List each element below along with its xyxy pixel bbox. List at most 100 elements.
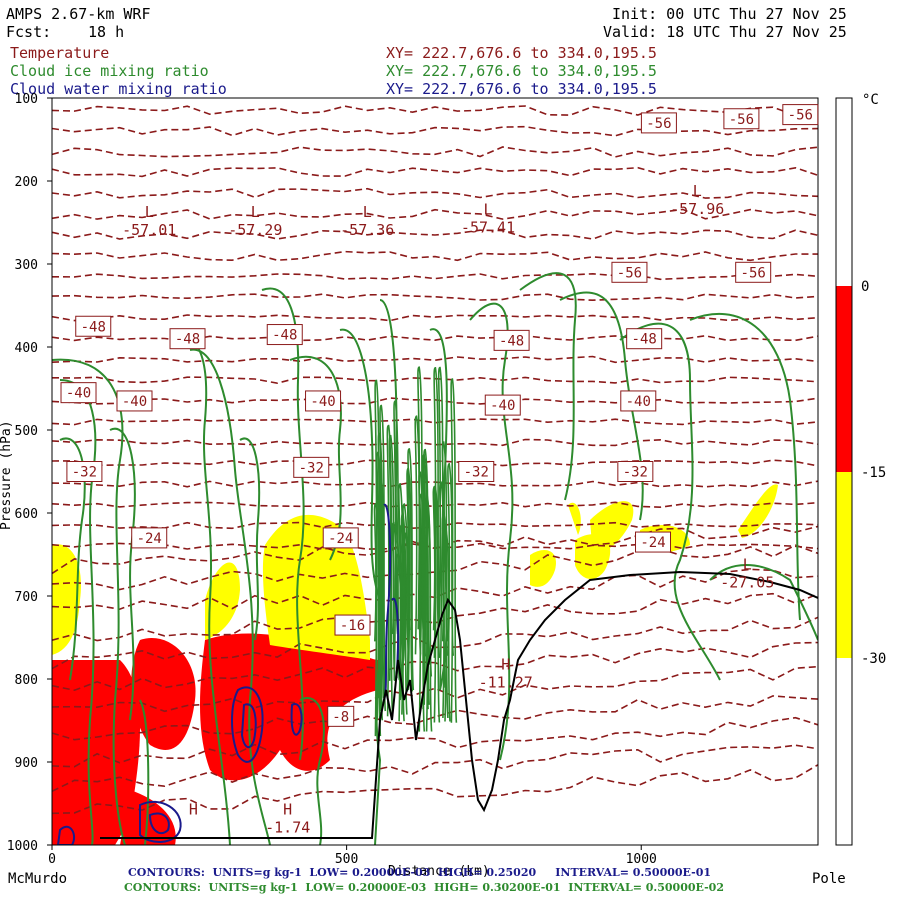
- minus-30-to-minus-15-shading: [590, 501, 634, 551]
- y-tick-label: 900: [15, 756, 38, 771]
- low-marker: L: [693, 182, 702, 200]
- field-cloud-water-name: Cloud water mixing ratio: [10, 80, 227, 98]
- cloud-ice-contour: [239, 437, 261, 641]
- extremum-value: -1.74: [265, 819, 310, 837]
- x-tick-label: 500: [335, 852, 358, 867]
- isotherm-line: [52, 125, 818, 137]
- high-marker: H: [189, 801, 198, 819]
- isotherm-label-box: [484, 394, 521, 416]
- low-marker: L: [484, 200, 493, 218]
- cloud-water-contour: [240, 703, 257, 749]
- cloud-ice-contour: [689, 312, 801, 621]
- isotherm-label-box: [131, 527, 168, 549]
- init-time: Init: 00 UTC Thu 27 Nov 25: [612, 5, 847, 23]
- cloud-water-contour: [56, 825, 76, 845]
- isotherm-label-box: [60, 382, 97, 404]
- extremum-value: -57.36: [340, 221, 394, 239]
- valid-time: Valid: 18 UTC Thu 27 Nov 25: [603, 23, 847, 41]
- isotherm-label: -48: [81, 319, 106, 335]
- high-marker: H: [501, 655, 510, 673]
- isotherm-label-box: [626, 328, 663, 350]
- cloud-water-contour: [148, 812, 170, 835]
- isotherm-line: [52, 355, 818, 364]
- colorbar-unit: °C: [862, 92, 879, 108]
- isotherm-label-box: [66, 461, 103, 482]
- cloud-ice-contour: [52, 358, 126, 845]
- cloud-ice-contour: [261, 287, 305, 761]
- y-tick-label: 600: [15, 507, 38, 522]
- cloud-ice-contour: [289, 355, 342, 561]
- isotherm-line: [52, 438, 818, 447]
- isotherm-label-box: [458, 461, 495, 482]
- y-tick-label: 300: [15, 258, 38, 273]
- isotherm-label-box: [322, 527, 359, 549]
- high-marker: H: [283, 801, 292, 819]
- isotherm-line: [52, 166, 818, 178]
- isotherm-label: -8: [332, 709, 349, 725]
- isotherm-label: -40: [626, 394, 651, 410]
- isotherm-label: -24: [137, 531, 162, 547]
- low-marker: L: [251, 203, 260, 221]
- isotherm-label: -56: [617, 265, 642, 281]
- plot-layers: [52, 105, 818, 845]
- cloud-water-contour: [383, 503, 392, 701]
- minus-30-to-minus-15-shading: [52, 544, 81, 655]
- cloud-ice-contour: [414, 415, 422, 655]
- cloud-ice-contour: [139, 699, 150, 845]
- isotherm-label-box: [735, 261, 772, 283]
- low-marker: L: [145, 203, 154, 221]
- y-tick-label: 500: [15, 424, 38, 439]
- x-tick-label: 1000: [626, 852, 657, 867]
- isotherm-label-box: [617, 461, 654, 482]
- isotherm-line: [52, 334, 818, 342]
- isotherm-label-box: [169, 328, 206, 350]
- isotherm-label: -48: [499, 333, 524, 349]
- isotherm-label-box: [620, 390, 657, 412]
- isotherm-label-box: [782, 104, 819, 126]
- footer-cloud-ice-contours: CONTOURS: UNITS=g kg-1 LOW= 0.20000E-03 …: [124, 881, 724, 894]
- y-tick-label: 100: [15, 92, 38, 107]
- cloud-ice-contour: [432, 485, 440, 631]
- y-tick-label: 700: [15, 590, 38, 605]
- cloud-ice-contour: [388, 434, 396, 681]
- colorbar-segment: [836, 286, 852, 472]
- minus-30-to-minus-15-shading: [568, 502, 581, 535]
- isotherm-label-box: [635, 531, 672, 553]
- isotherm-label: -48: [175, 332, 200, 348]
- cloud-ice-contour: [423, 448, 430, 705]
- y-tick-label: 400: [15, 341, 38, 356]
- isotherm-label-box: [116, 390, 153, 412]
- isotherm-label: -40: [122, 394, 147, 410]
- field-cloud-ice-xy: XY= 222.7,676.6 to 334.0,195.5: [386, 62, 657, 80]
- cloud-ice-contour: [59, 437, 86, 681]
- isotherm-label: -32: [464, 465, 489, 481]
- x-end-label-right: Pole: [812, 871, 846, 887]
- isotherm-label: -24: [328, 531, 353, 547]
- isotherm-line: [52, 250, 818, 262]
- x-axis-label: Distance (km): [388, 864, 490, 879]
- isotherm-label-box: [266, 324, 303, 346]
- x-end-label-left: McMurdo: [8, 871, 67, 887]
- isotherm-label: -32: [623, 465, 648, 481]
- cloud-ice-contour: [443, 527, 451, 722]
- forecast-label: Fcst:: [6, 23, 52, 41]
- extremum-value: -11.27: [479, 673, 533, 691]
- extremum-value: -57.29: [228, 221, 282, 239]
- colorbar-level-label: -30: [861, 651, 886, 667]
- extremum-value: -27.05: [720, 574, 774, 592]
- isotherm-label-box: [640, 112, 677, 134]
- isotherm-label: -32: [72, 465, 97, 481]
- cloud-ice-contour: [439, 481, 446, 688]
- extremum-value: -57.41: [461, 218, 515, 236]
- cloud-ice-contour: [374, 379, 382, 737]
- cloud-ice-contour: [519, 272, 577, 501]
- cloud-ice-contour: [418, 471, 426, 732]
- cloud-ice-contour: [407, 448, 415, 691]
- y-tick-label: 200: [15, 175, 38, 190]
- isotherm-label: -48: [272, 328, 297, 344]
- field-temperature-xy: XY= 222.7,676.6 to 334.0,195.5: [386, 44, 657, 62]
- isotherm-line: [52, 293, 818, 302]
- cloud-ice-contour: [469, 302, 514, 761]
- terrain-profile: [100, 570, 818, 839]
